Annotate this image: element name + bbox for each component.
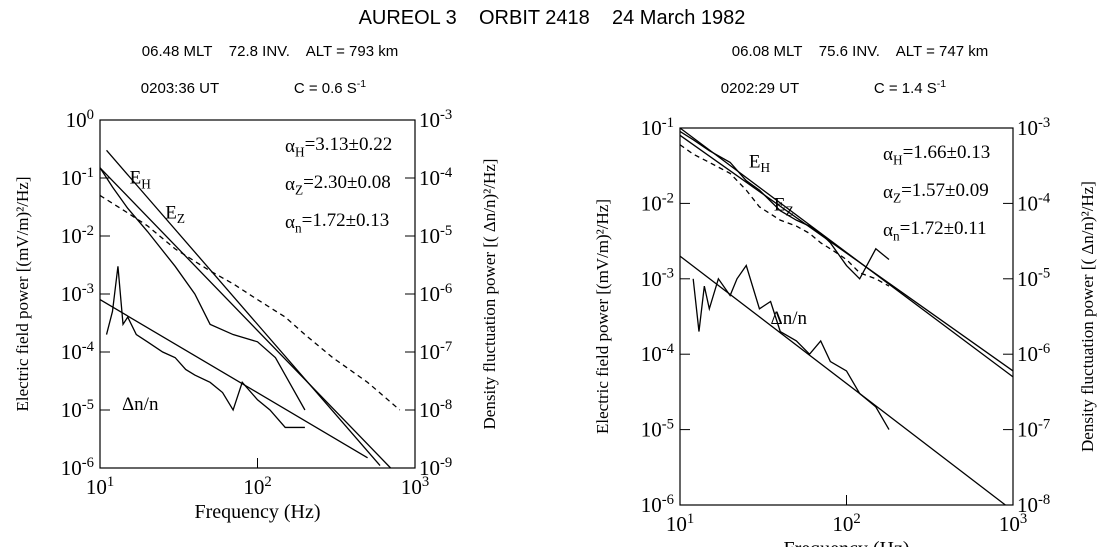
tick-label: 10-3 [419,107,452,132]
series-line [692,264,890,430]
tick-label: 100 [66,107,94,132]
fit-annotation: αH=3.13±0.22 [285,134,392,160]
y2-axis-label: Density fluctuation power [( Δn/n)²/Hz] [480,159,499,430]
series-label: EZ [774,195,794,219]
tick-label: 10-9 [419,455,452,480]
tick-label: 10-7 [419,339,452,364]
tick-label: 10-6 [1017,341,1050,366]
fit-annotation: αZ=2.30±0.08 [285,172,391,198]
tick-label: 10-1 [641,115,674,140]
tick-label: 10-7 [1017,417,1050,442]
fit-annotation: αH=1.66±0.13 [883,142,990,168]
time-label: 0203:36 UT [141,80,219,97]
fit-annotation: αn=1.72±0.13 [285,210,389,236]
fit-line [679,255,1006,506]
series-label: EZ [165,203,185,227]
series-label: Δn/n [771,308,808,329]
tick-label: 10-6 [61,455,94,480]
tick-label: 10-5 [61,397,94,422]
series-label: EH [130,168,152,192]
fit-line [679,134,1014,372]
fit-line [106,149,381,467]
tick-label: 101 [86,474,114,499]
tick-label: 10-2 [61,223,94,248]
tick-label: 10-5 [419,223,452,248]
tick-label: 10-8 [419,397,452,422]
fit-line [99,299,368,459]
tick-label: 102 [243,474,271,499]
tick-label: 101 [666,511,694,536]
y2-axis-label: Density fluctuation power [( Δn/n)²/Hz] [1078,181,1097,452]
count-rate: C = 1.4 S-1 [874,78,946,97]
series-label: Δn/n [122,394,159,415]
series-line [679,130,890,280]
fit-annotation: αZ=1.57±0.09 [883,180,989,206]
time-label: 0202:29 UT [721,80,799,97]
count-rate: C = 0.6 S-1 [294,78,366,97]
tick-label: 10-8 [1017,492,1050,517]
tick-label: 103 [401,474,429,499]
series-line [99,167,306,411]
x-axis-label: Frequency (Hz) [783,538,909,547]
tick-label: 10-1 [61,165,94,190]
tick-label: 10-6 [641,492,674,517]
tick-label: 10-4 [1017,190,1051,215]
series-line [679,144,890,287]
panel-subtitle: 06.48 MLT 72.8 INV. ALT = 793 km [142,43,398,60]
y-axis-label: Electric field power [(mV/m)²/Hz] [13,177,32,412]
figure-title: AUREOL 3 ORBIT 2418 24 March 1982 [359,7,746,29]
tick-label: 10-5 [1017,266,1050,291]
tick-label: 10-5 [641,417,674,442]
series-label: EH [749,151,771,175]
y-axis-label: Electric field power [(mV/m)²/Hz] [593,199,612,434]
tick-label: 10-3 [1017,115,1050,140]
tick-label: 103 [999,511,1027,536]
fit-annotation: αn=1.72±0.11 [883,218,987,244]
tick-label: 10-4 [641,341,675,366]
tick-label: 10-3 [641,266,674,291]
tick-label: 10-2 [641,190,674,215]
tick-label: 10-4 [61,339,95,364]
tick-label: 102 [832,511,860,536]
fit-line [99,167,392,469]
series-line [99,194,401,411]
tick-label: 10-6 [419,281,452,306]
panel-subtitle: 06.08 MLT 75.6 INV. ALT = 747 km [732,43,988,60]
series-line [105,266,305,429]
tick-label: 10-4 [419,165,453,190]
tick-label: 10-3 [61,281,94,306]
x-axis-label: Frequency (Hz) [194,501,320,523]
